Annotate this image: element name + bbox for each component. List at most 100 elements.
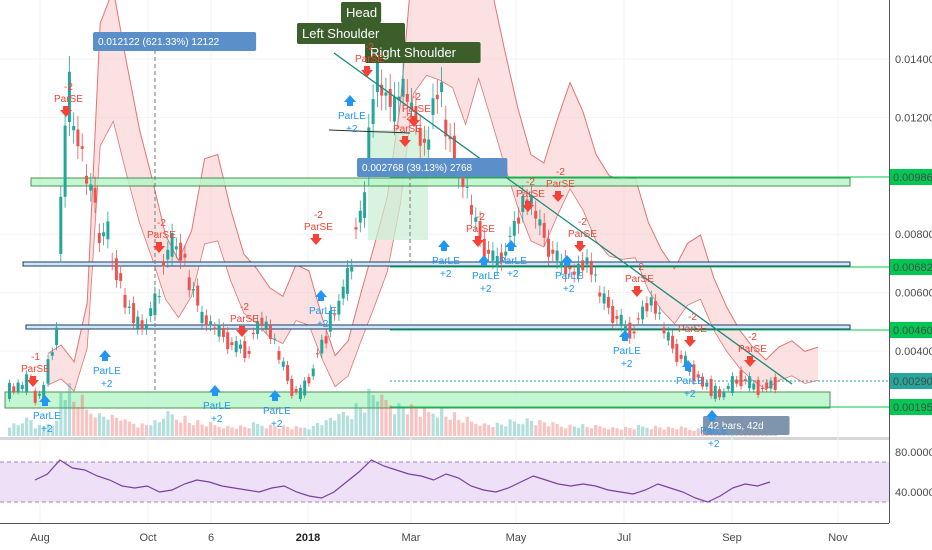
pattern-label-right-shoulder-text: Right Shoulder bbox=[370, 45, 457, 60]
buy-signal-label: ParLE bbox=[499, 256, 527, 267]
buy-arrow-icon bbox=[619, 330, 631, 341]
volume-bar bbox=[358, 407, 362, 436]
volume-bar bbox=[277, 428, 281, 436]
buy-signal-qty: +2 bbox=[317, 319, 329, 330]
volume-bar bbox=[581, 424, 585, 436]
volume-bar bbox=[504, 426, 508, 436]
candle-body bbox=[33, 390, 37, 403]
volume-bar bbox=[393, 414, 397, 436]
candle-body bbox=[72, 126, 76, 131]
volume-bar bbox=[431, 413, 435, 436]
volume-bar bbox=[410, 404, 414, 436]
candle-body bbox=[641, 306, 645, 320]
candle-body bbox=[328, 310, 332, 332]
buy-signal-label: ParLE bbox=[33, 411, 61, 422]
sell-signal-qty: -2 bbox=[556, 167, 565, 178]
volume-bar bbox=[692, 431, 696, 436]
volume-bar bbox=[350, 419, 354, 436]
cloud-lower-line bbox=[47, 74, 819, 392]
candle-body bbox=[675, 344, 679, 362]
candle-body bbox=[341, 286, 345, 299]
support-resistance-zones[interactable] bbox=[4, 176, 889, 409]
volume-bar bbox=[517, 423, 521, 436]
candle-body bbox=[221, 328, 225, 337]
candle-body bbox=[42, 384, 46, 401]
candle-body bbox=[320, 339, 324, 354]
sell-arrow-icon bbox=[522, 201, 534, 212]
candle-body bbox=[564, 258, 568, 275]
volume-bar bbox=[320, 425, 324, 436]
volume-bar bbox=[636, 425, 640, 436]
volume-bar bbox=[499, 424, 504, 436]
volume-bar bbox=[679, 426, 683, 436]
volume-bar bbox=[564, 428, 568, 436]
price-level-badge-text: 0.009864 bbox=[893, 172, 932, 184]
volume-bar bbox=[170, 414, 174, 436]
candle-body bbox=[440, 82, 444, 93]
candle-body bbox=[726, 386, 730, 389]
candle-body bbox=[765, 382, 769, 389]
candle-body bbox=[487, 249, 491, 254]
candle-body bbox=[705, 382, 709, 387]
candle-body bbox=[512, 221, 516, 236]
measurement-label-2: 0.002768 (39.13%) 2768 bbox=[357, 158, 508, 177]
pattern-label-left-shoulder-bg bbox=[297, 23, 406, 44]
price-level-badge-bg bbox=[890, 169, 932, 185]
sell-signal-label: ParSE bbox=[516, 189, 545, 200]
volume-bar bbox=[367, 388, 371, 436]
candle-body bbox=[273, 338, 277, 340]
drawing-tools[interactable]: 0.012122 (621.33%) 12122 0.002768 (39.13%… bbox=[93, 2, 793, 435]
resistance-zone-middle bbox=[22, 261, 851, 267]
candle-body bbox=[247, 351, 251, 354]
volume-bar bbox=[55, 420, 59, 436]
candle-body bbox=[602, 293, 606, 304]
cloud-area bbox=[48, 0, 818, 392]
volume-bar bbox=[127, 421, 131, 436]
candle-body bbox=[12, 386, 16, 392]
candle-body bbox=[127, 306, 131, 308]
sell-signal-qty: -2 bbox=[403, 112, 412, 123]
buy-signal-qty: +2 bbox=[480, 284, 492, 295]
support-zone-middle bbox=[25, 324, 851, 330]
volume-bar bbox=[256, 424, 260, 436]
candle-body bbox=[187, 277, 191, 291]
price-level-badge: 0.006823 bbox=[890, 259, 932, 275]
candle-body bbox=[260, 317, 264, 326]
candle-body bbox=[286, 365, 290, 381]
measurement-label-1-bg bbox=[93, 32, 257, 51]
volume-bar bbox=[589, 428, 593, 436]
pattern-label-head-text: Head bbox=[346, 5, 377, 20]
candle-body bbox=[303, 380, 307, 396]
buy-arrow-icon bbox=[39, 395, 51, 406]
volume-bar bbox=[461, 422, 465, 436]
volume-bar bbox=[149, 425, 153, 436]
volume-bar bbox=[508, 419, 512, 436]
volume-bar bbox=[542, 422, 546, 436]
candle-body bbox=[20, 385, 24, 389]
candle-body bbox=[170, 233, 174, 257]
volume-bar bbox=[294, 426, 298, 436]
volume-bar bbox=[559, 426, 563, 436]
buy-signal: ParLE +2 bbox=[700, 410, 728, 450]
volume-bar bbox=[46, 423, 50, 436]
candle-body bbox=[316, 353, 319, 355]
candle-body bbox=[67, 71, 71, 122]
descending-trendline bbox=[333, 52, 793, 385]
candle-body bbox=[645, 303, 649, 312]
volume-bar bbox=[268, 424, 273, 436]
buy-signal-label: ParLE bbox=[263, 406, 291, 417]
volume-bar bbox=[307, 429, 311, 436]
volume-bar bbox=[675, 429, 679, 436]
volume-bar bbox=[174, 419, 178, 436]
buy-arrow-icon bbox=[706, 410, 718, 421]
candle-body bbox=[448, 136, 452, 140]
volume-bar bbox=[495, 422, 499, 436]
candle-body bbox=[106, 221, 110, 240]
